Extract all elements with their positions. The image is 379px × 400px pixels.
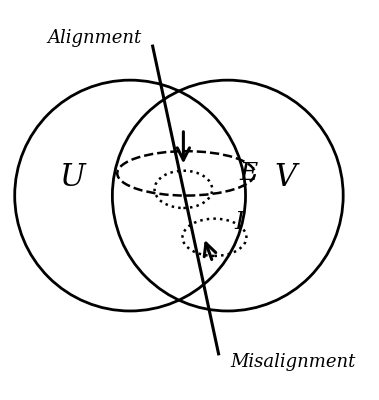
Text: E: E	[239, 162, 257, 185]
Text: U: U	[60, 162, 85, 193]
Text: Misalignment: Misalignment	[230, 353, 356, 371]
Text: Alignment: Alignment	[47, 29, 142, 47]
Text: V: V	[274, 162, 296, 193]
Text: I: I	[234, 211, 244, 234]
